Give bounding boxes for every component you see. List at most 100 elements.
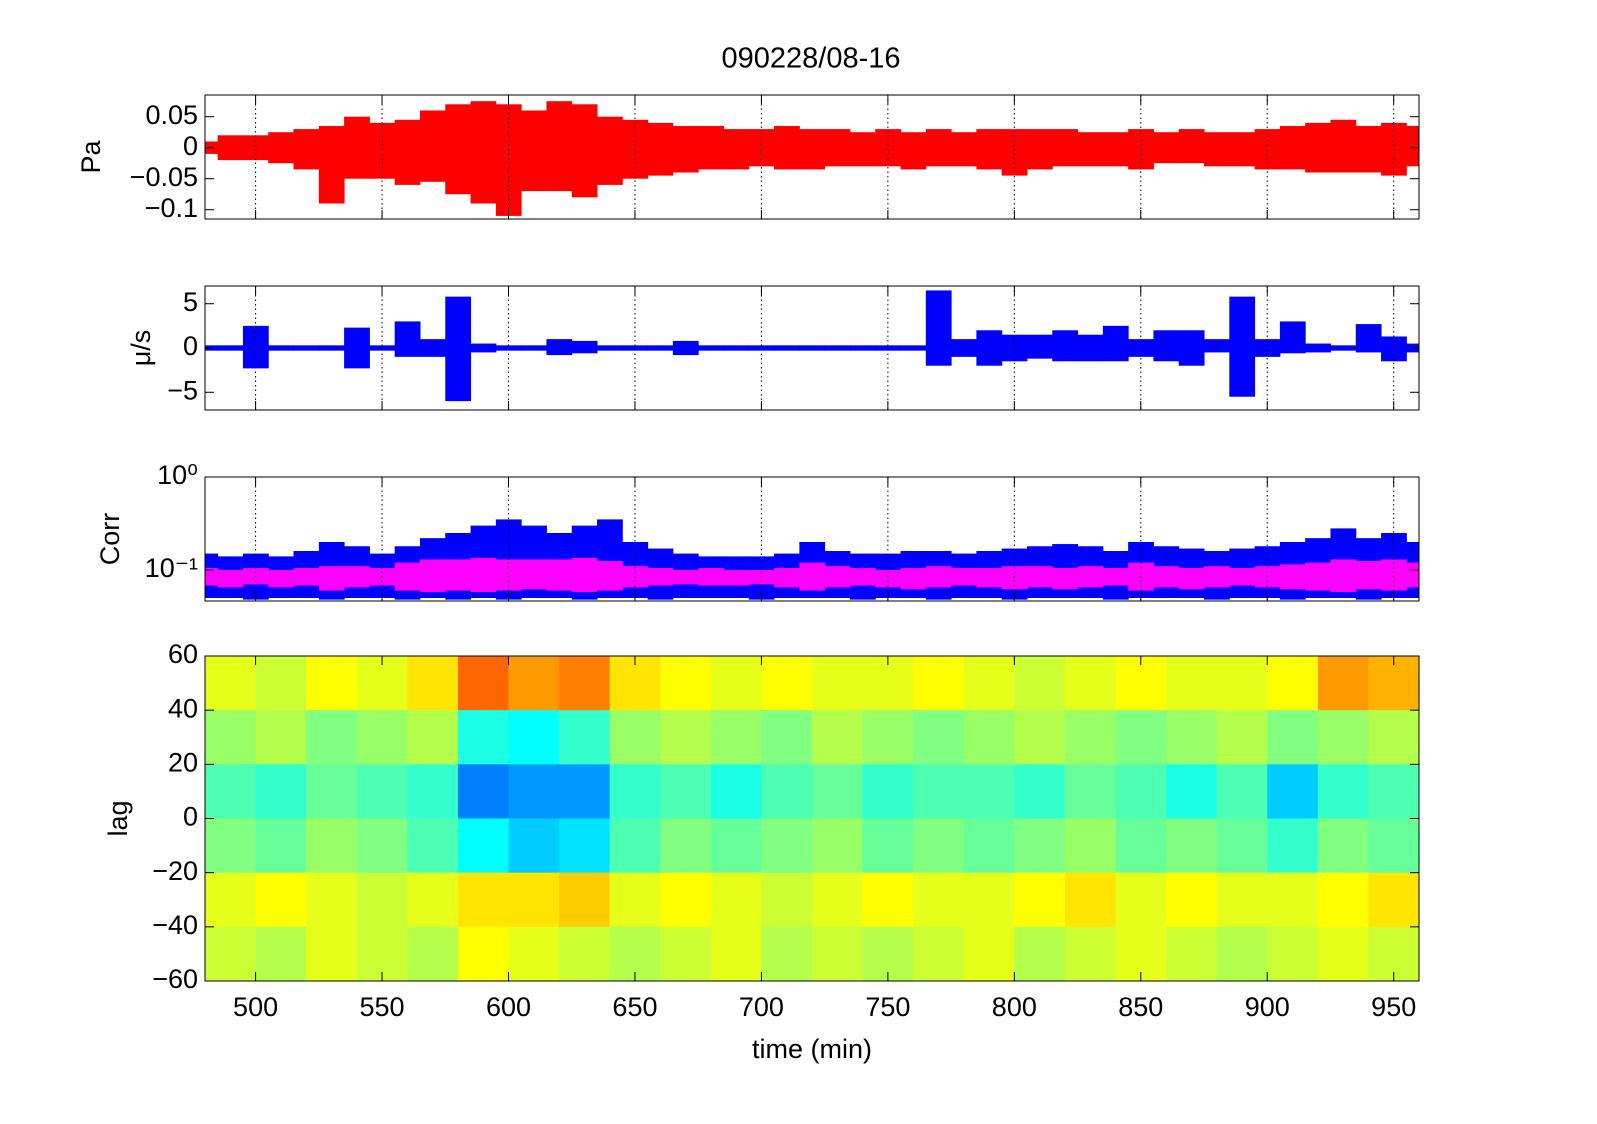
heatmap-cell: [1064, 764, 1116, 819]
heatmap-cell: [1216, 656, 1268, 711]
envelope-bar: [1330, 559, 1357, 592]
envelope-bar: [597, 116, 623, 185]
heatmap-cell: [913, 818, 965, 874]
envelope-bar: [1153, 330, 1180, 362]
envelope-bar: [799, 129, 826, 170]
heatmap-cell: [1014, 656, 1066, 711]
envelope-bar: [925, 129, 952, 167]
envelope-bar: [1406, 562, 1419, 588]
envelope-bar: [875, 129, 902, 167]
envelope-bar: [597, 345, 623, 351]
envelope-bar: [293, 345, 320, 351]
heatmap-cell: [508, 764, 560, 819]
envelope-bar: [1279, 321, 1306, 354]
heatmap-cell: [205, 710, 257, 765]
heatmap-cell: [407, 710, 459, 765]
envelope-bar: [1102, 325, 1129, 362]
x-tick-label: 800: [992, 992, 1037, 1022]
heatmap-cell: [457, 872, 509, 928]
heatmap-cell: [559, 926, 611, 981]
heatmap-cell: [1064, 710, 1116, 765]
heatmap-cell: [1014, 818, 1066, 874]
envelope-bar: [268, 345, 295, 351]
envelope-bar: [495, 345, 522, 351]
heatmap-cell: [812, 818, 864, 874]
axes-box: [204, 476, 1420, 602]
heatmap-cell: [1267, 872, 1319, 928]
envelope-bar: [647, 345, 674, 351]
heatmap-cell: [913, 710, 965, 765]
heatmap-cell: [508, 926, 560, 981]
heatmap-cell: [1216, 926, 1268, 981]
heatmap-cell: [1317, 818, 1369, 874]
envelope-bar: [824, 345, 851, 351]
heatmap-cell: [812, 926, 864, 981]
plot-area: [205, 290, 1419, 402]
envelope-bar: [951, 132, 977, 167]
y-tick-label: 0: [183, 802, 198, 832]
heatmap-cell: [457, 656, 509, 711]
heatmap-cell: [205, 818, 257, 874]
envelope-bar: [445, 104, 472, 195]
envelope-bar: [344, 327, 370, 369]
envelope-bar: [774, 345, 800, 351]
heatmap-cell: [1267, 818, 1319, 874]
envelope-bar: [571, 104, 598, 198]
envelope-bar: [217, 569, 244, 588]
heatmap-cell: [407, 764, 459, 819]
envelope-bar: [521, 110, 547, 192]
heatmap-cell: [508, 710, 560, 765]
heatmap-cell: [1317, 710, 1369, 765]
heatmap-cell: [710, 872, 762, 928]
heatmap-cell: [1064, 872, 1116, 928]
envelope-bar: [318, 345, 345, 351]
envelope-bar: [1305, 122, 1331, 173]
heatmap-cell: [660, 710, 712, 765]
heatmap-cell: [710, 656, 762, 711]
envelope-bar: [1077, 132, 1104, 167]
heatmap-cell: [356, 818, 408, 874]
envelope-bar: [470, 101, 497, 204]
heatmap-cell: [205, 872, 257, 928]
envelope-bar: [268, 132, 295, 164]
x-tick-label: 700: [739, 992, 784, 1022]
envelope-bar: [799, 562, 826, 591]
heatmap-cell: [306, 710, 358, 765]
heatmap-cell: [1064, 818, 1116, 874]
envelope-bar: [799, 345, 826, 351]
heatmap-cell: [1368, 710, 1419, 765]
envelope-bar: [1026, 566, 1053, 588]
envelope-bar: [1077, 334, 1104, 362]
axes-box: [204, 94, 1420, 220]
x-tick-label: 600: [486, 992, 531, 1022]
envelope-bar: [976, 129, 1003, 170]
envelope-bar: [419, 339, 446, 357]
heatmap-cell: [1064, 926, 1116, 981]
heatmap-cell: [1317, 926, 1369, 981]
envelope-bar: [1279, 564, 1306, 590]
x-tick-label: 850: [1118, 992, 1163, 1022]
heatmap-cell: [306, 818, 358, 874]
heatmap-cell: [356, 656, 408, 711]
heatmap-cell: [205, 656, 257, 711]
y-axis-label: Pa: [76, 140, 106, 174]
y-tick-label: 5: [183, 287, 198, 317]
envelope-bar: [1406, 126, 1419, 167]
envelope-bar: [976, 568, 1003, 588]
heatmap-cell: [609, 872, 661, 928]
envelope-bar: [1102, 132, 1129, 167]
envelope-bar: [1102, 568, 1129, 586]
heatmap-cell: [963, 926, 1015, 981]
envelope-bar: [824, 566, 851, 588]
heatmap-cell: [1267, 764, 1319, 819]
envelope-bar: [925, 566, 952, 588]
heatmap-cell: [559, 818, 611, 874]
heatmap-cell: [1216, 818, 1268, 874]
y-tick-label: −5: [167, 375, 198, 405]
envelope-bar: [571, 557, 598, 592]
envelope-bar: [445, 296, 472, 402]
envelope-bar: [546, 339, 573, 356]
heatmap-cell: [862, 926, 914, 981]
heatmap-cell: [1014, 872, 1066, 928]
